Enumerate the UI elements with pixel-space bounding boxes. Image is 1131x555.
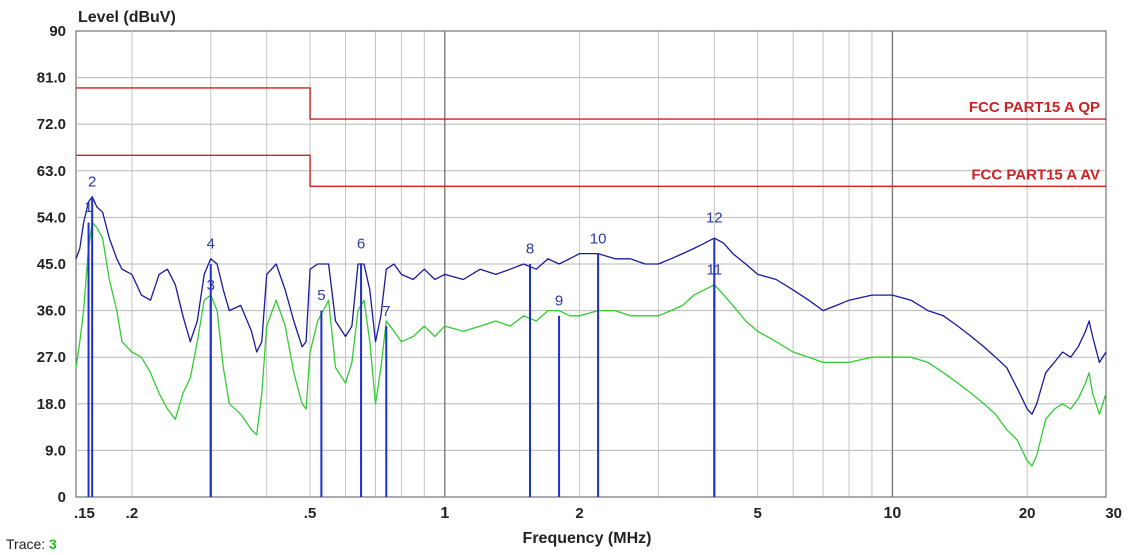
trace-caption: Trace: 3 xyxy=(6,536,57,552)
x-axis-ticks: .15 .2 .5 1 2 5 10 20 30 xyxy=(74,505,1122,522)
series-line xyxy=(75,221,1107,467)
marker-label: 12 xyxy=(706,210,723,227)
y-tick-label: 0 xyxy=(58,489,66,506)
y-tick-label: 18.0 xyxy=(37,396,66,413)
marker-label: 4 xyxy=(207,235,215,252)
x-tick-label: .15 xyxy=(74,505,95,522)
y-tick-label: 54.0 xyxy=(37,209,66,226)
y-axis-ticks: 0 9.0 18.0 27.0 36.0 45.0 54.0 63.0 72.0 81.0 90 xyxy=(37,23,66,506)
x-tick-label: 2 xyxy=(575,505,583,522)
peak-markers: 123456789101112 xyxy=(84,173,723,497)
marker-label: 9 xyxy=(555,292,563,309)
limit-line xyxy=(76,87,1106,120)
marker-label: 2 xyxy=(88,173,96,190)
x-tick-label: .2 xyxy=(126,505,139,522)
marker-label: 8 xyxy=(526,241,534,258)
y-tick-label: 81.0 xyxy=(37,70,66,87)
y-tick-label: 72.0 xyxy=(37,116,66,133)
x-tick-label: 1 xyxy=(440,505,449,522)
y-tick-label: 63.0 xyxy=(37,163,66,180)
x-tick-label: 20 xyxy=(1019,505,1036,522)
x-tick-label: 30 xyxy=(1105,505,1122,522)
trace-value: 3 xyxy=(49,536,57,552)
grid xyxy=(76,31,1106,497)
marker-label: 1 xyxy=(84,199,92,216)
series-line xyxy=(75,196,1107,415)
limit-line xyxy=(76,154,1106,188)
limit-label: FCC PART15 A AV xyxy=(971,166,1100,183)
limit-label: FCC PART15 A QP xyxy=(969,99,1100,116)
x-tick-label: .5 xyxy=(304,505,317,522)
marker-label: 6 xyxy=(357,235,365,252)
limit-lines: FCC PART15 A QP FCC PART15 A AV xyxy=(76,87,1106,188)
y-tick-label: 36.0 xyxy=(37,303,66,320)
y-tick-label: 9.0 xyxy=(45,442,66,459)
marker-label: 10 xyxy=(590,230,607,247)
marker-label: 5 xyxy=(317,287,325,304)
y-tick-label: 45.0 xyxy=(37,256,66,273)
x-axis-title: Frequency (MHz) xyxy=(523,530,652,547)
trace-label: Trace: xyxy=(6,536,46,552)
y-tick-label: 27.0 xyxy=(37,349,66,366)
marker-label: 7 xyxy=(382,303,390,320)
series-traces xyxy=(75,196,1107,467)
x-tick-label: 10 xyxy=(884,505,902,522)
y-axis-title: Level (dBuV) xyxy=(78,9,176,26)
x-tick-label: 5 xyxy=(754,505,762,522)
y-tick-label: 90 xyxy=(49,23,66,40)
